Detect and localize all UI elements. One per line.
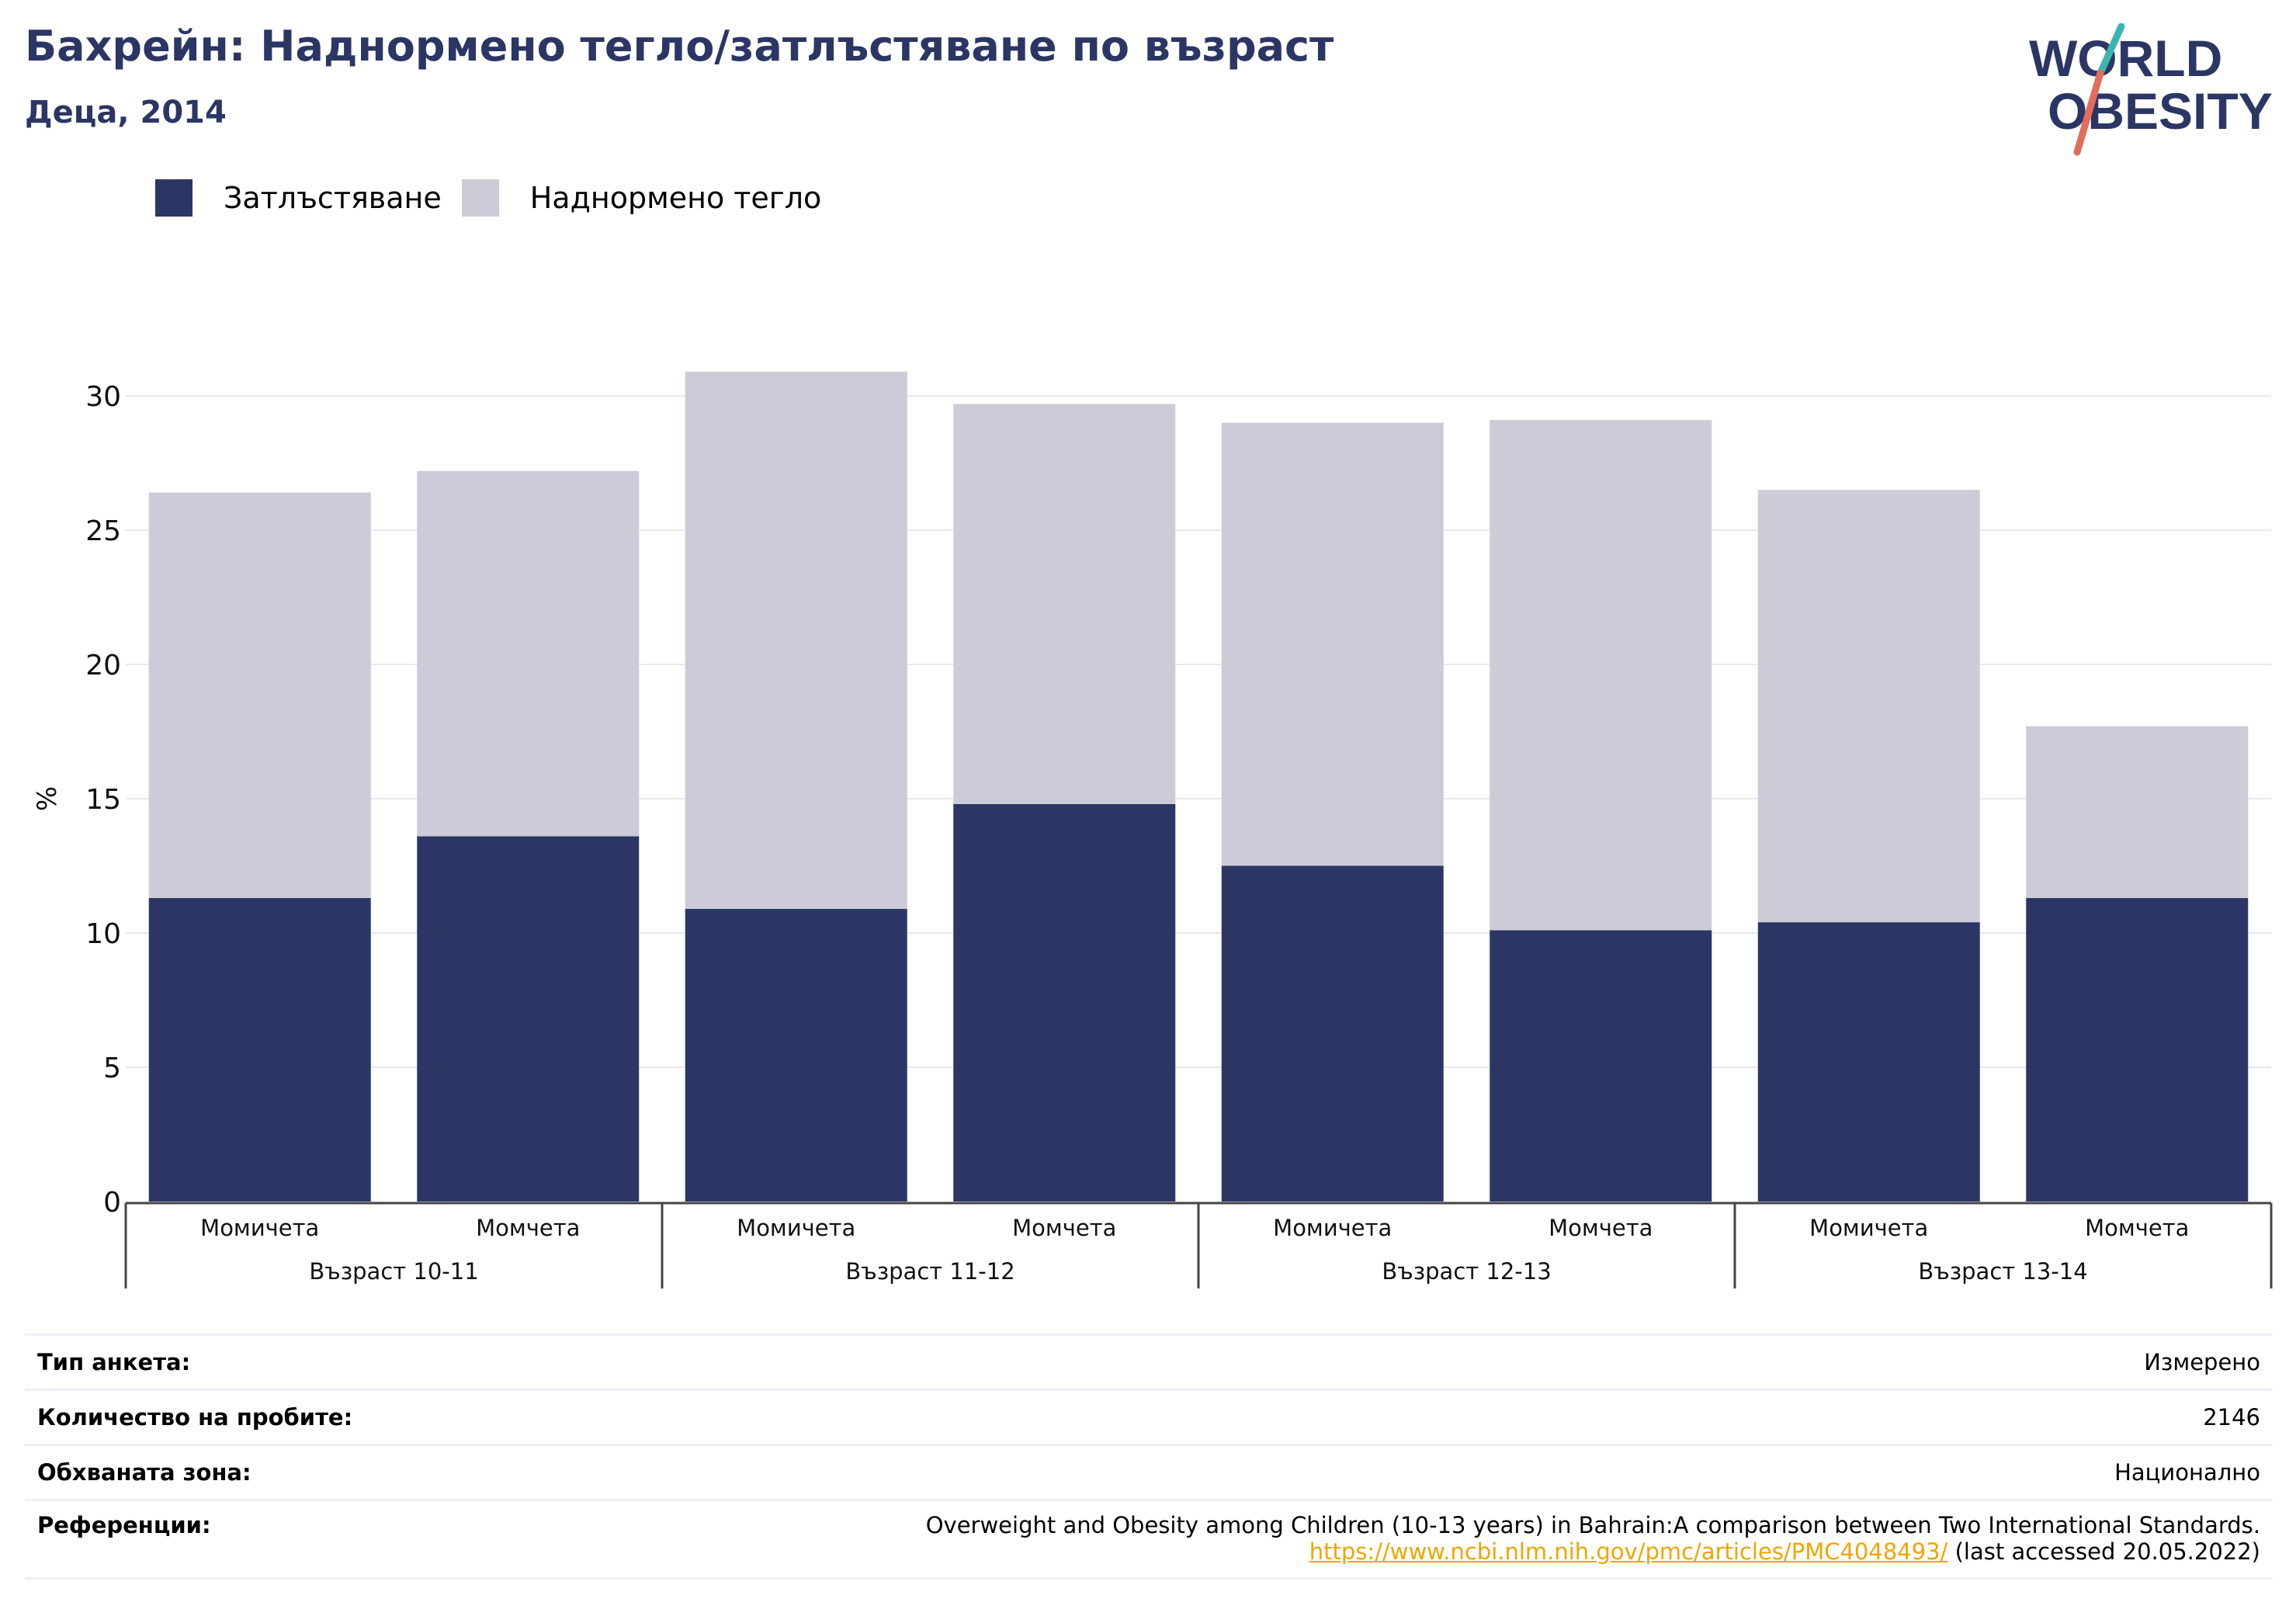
info-row-sample-size: Количество на пробите: 2146 [25, 1391, 2273, 1446]
sample-size-value: 2146 [2203, 1404, 2260, 1431]
y-tick-label: 10 [85, 918, 121, 950]
x-category-label: Момичета [200, 1215, 319, 1241]
info-row-survey-type: Тип анкета: Измерено [25, 1336, 2273, 1391]
reference-line2: https://www.ncbi.nlm.nih.gov/pmc/article… [926, 1538, 2260, 1565]
bar-obesity [1757, 922, 1980, 1202]
bar-overweight [1757, 490, 1980, 923]
x-category-label: Момчета [1549, 1215, 1653, 1241]
references-label: Референции: [37, 1512, 211, 1538]
y-axis-title: % [32, 786, 63, 811]
bar-overweight [685, 371, 907, 909]
x-category-label: Момичета [1809, 1215, 1928, 1241]
y-tick-label: 20 [85, 650, 121, 681]
logo-slash-top [2097, 23, 2125, 77]
legend-label-overweight: Наднормено тегло [529, 181, 822, 215]
bar-obesity [1490, 930, 1712, 1202]
bar-obesity [417, 836, 640, 1202]
area-label: Обхваната зона: [37, 1459, 251, 1486]
legend-item-overweight: Наднормено тегло [461, 179, 822, 217]
reference-link[interactable]: https://www.ncbi.nlm.nih.gov/pmc/article… [1309, 1538, 1948, 1565]
x-group-label: Възраст 10-11 [309, 1258, 478, 1285]
legend-label-obesity: Затлъстяване [224, 181, 442, 215]
x-category-label: Момчета [2085, 1215, 2189, 1241]
sample-size-label: Количество на пробите: [37, 1404, 353, 1431]
logo-word-world: WORLD [2029, 29, 2222, 87]
y-tick-label: 15 [85, 784, 121, 816]
survey-type-label: Тип анкета: [37, 1349, 191, 1375]
survey-type-value: Измерено [2144, 1349, 2260, 1375]
chart-title: Бахрейн: Наднормено тегло/затлъстяване п… [25, 22, 1334, 71]
info-row-references: Референции: Overweight and Obesity among… [25, 1501, 2273, 1580]
bar-obesity [685, 908, 907, 1202]
references-value: Overweight and Obesity among Children (1… [926, 1512, 2260, 1565]
chart-subtitle: Деца, 2014 [25, 95, 227, 130]
bar-obesity [2026, 898, 2249, 1202]
legend-item-obesity: Затлъстяване [155, 179, 442, 217]
bar-obesity [148, 898, 371, 1202]
y-tick-label: 5 [103, 1053, 121, 1084]
info-table: Тип анкета: Измерено Количество на проби… [25, 1333, 2273, 1580]
x-group-label: Възраст 13-14 [1918, 1258, 2087, 1285]
reference-accessed: (last accessed 20.05.2022) [1947, 1538, 2260, 1565]
legend-swatch-overweight [461, 179, 499, 217]
y-tick-label: 25 [85, 515, 121, 547]
x-group-label: Възраст 11-12 [845, 1258, 1014, 1285]
x-group-label: Възраст 12-13 [1382, 1258, 1551, 1285]
legend-swatch-obesity [155, 179, 192, 217]
bar-obesity [1221, 865, 1444, 1202]
y-tick-label: 30 [85, 381, 121, 413]
x-category-label: Момичета [1273, 1215, 1392, 1241]
bar-overweight [417, 470, 640, 837]
logo-slash-bottom [2073, 69, 2104, 156]
chart-legend: Затлъстяване Наднормено тегло [155, 179, 841, 217]
x-category-label: Момчета [476, 1215, 580, 1241]
bar-overweight [148, 492, 371, 899]
area-value: Национално [2114, 1459, 2260, 1486]
bar-overweight [1221, 422, 1444, 866]
stacked-bar-chart: 0 5 10 15 20 25 30% Момичета Момчета Момичета Момч… [32, 371, 2273, 1288]
y-tick-label: 0 [103, 1187, 121, 1219]
x-category-label: Момичета [737, 1215, 855, 1241]
world-obesity-logo: WORLD OBESITY [2029, 23, 2273, 156]
bar-overweight [953, 404, 1176, 804]
x-category-label: Момчета [1012, 1215, 1116, 1241]
reference-text: Overweight and Obesity among Children (1… [925, 1512, 2260, 1538]
bar-obesity [953, 803, 1176, 1202]
info-row-area: Обхваната зона: Национално [25, 1446, 2273, 1501]
bar-overweight [1490, 420, 1712, 931]
bar-overweight [2026, 726, 2249, 899]
